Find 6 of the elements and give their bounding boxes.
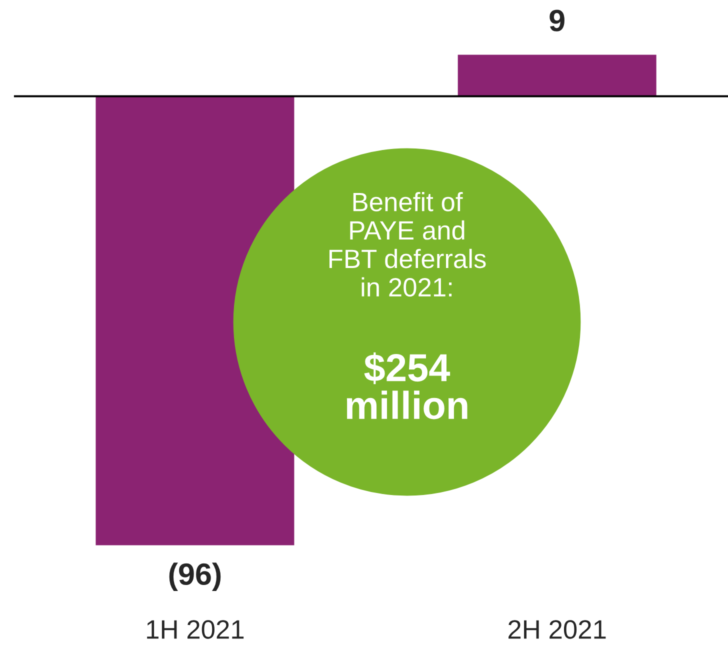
data-label: (96) xyxy=(169,562,221,592)
x-tick-label: 1H 2021 xyxy=(147,620,244,639)
annotation: Benefit of PAYE and FBT deferrals in 2021: xyxy=(329,192,486,297)
annotation: $254 million xyxy=(346,352,468,420)
x-tick-label: 2H 2021 xyxy=(508,620,606,639)
data-label: 9 xyxy=(550,10,564,32)
